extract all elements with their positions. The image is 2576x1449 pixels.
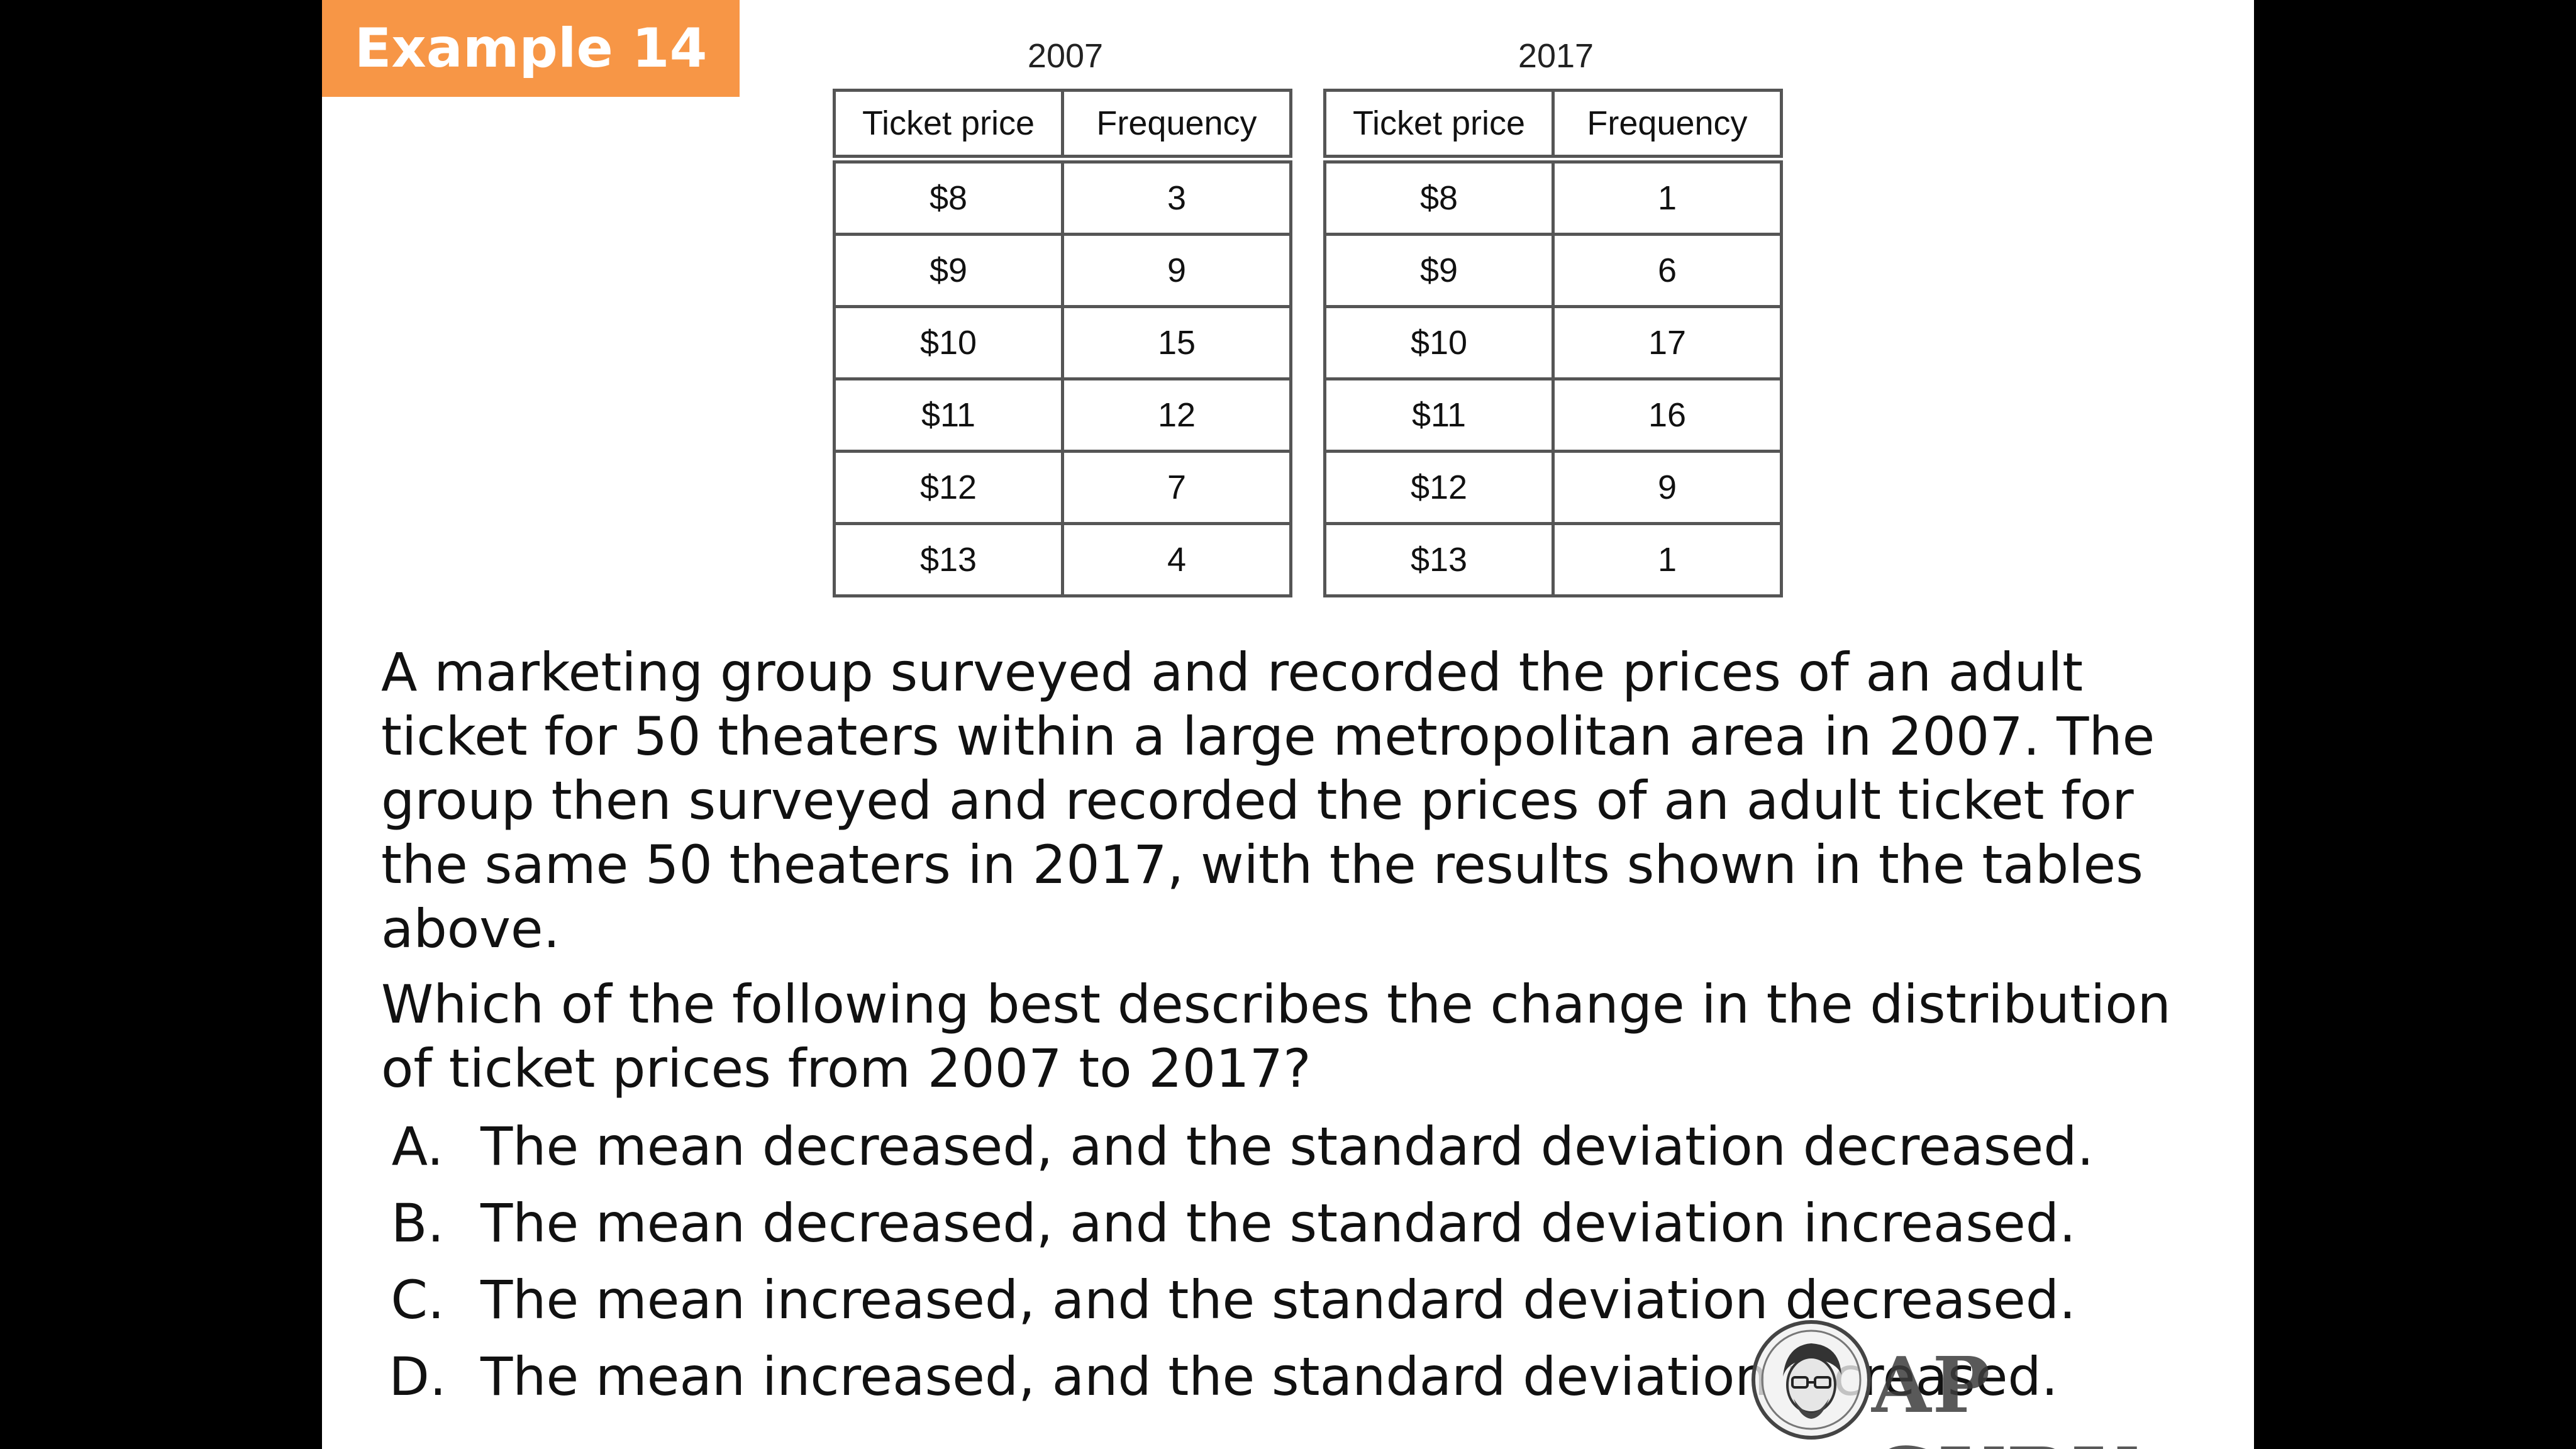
price-cell: $8	[833, 157, 1064, 236]
frequency-cell: 9	[1552, 450, 1783, 525]
table-2017-year: 2017	[1518, 37, 1594, 75]
choice-letter: B.	[391, 1192, 445, 1254]
watermark-text: AP GURU	[1872, 1340, 2138, 1449]
price-cell: $13	[833, 522, 1064, 597]
example-badge: Example 14	[322, 0, 740, 97]
price-cell: $9	[833, 233, 1064, 308]
answer-choice-b[interactable]: B. The mean decreased, and the standard …	[355, 1185, 2229, 1262]
price-cell: $10	[1323, 305, 1555, 380]
table-row: $12 7	[833, 450, 1292, 525]
frequency-cell: 6	[1552, 233, 1783, 308]
table-row: $11 12	[833, 377, 1292, 453]
column-header: Frequency	[1552, 89, 1783, 164]
choice-text: The mean decreased, and the standard dev…	[480, 1116, 2094, 1177]
example-badge-label: Example 14	[354, 17, 708, 80]
frequency-cell: 12	[1061, 377, 1292, 453]
table-row: $13 4	[833, 522, 1292, 597]
table-2007: Ticket price Frequency $8 3 $9 9 $10 15 …	[833, 89, 1292, 597]
frequency-cell: 1	[1552, 157, 1783, 236]
frequency-cell: 9	[1061, 233, 1292, 308]
guru-face-icon	[1752, 1320, 1871, 1440]
price-cell: $9	[1323, 233, 1555, 308]
choice-letter: A.	[391, 1116, 444, 1177]
price-cell: $8	[1323, 157, 1555, 236]
price-cell: $11	[1323, 377, 1555, 453]
frequency-cell: 7	[1061, 450, 1292, 525]
table-row: $9 6	[1323, 233, 1783, 308]
column-header: Ticket price	[1323, 89, 1555, 164]
table-2007-year: 2007	[1027, 37, 1104, 75]
frequency-cell: 4	[1061, 522, 1292, 597]
table-row: $10 15	[833, 305, 1292, 380]
price-cell: $10	[833, 305, 1064, 380]
slide: Example 14 2007 Ticket price Frequency $…	[322, 0, 2254, 1449]
table-row: $8 3	[833, 157, 1292, 236]
price-cell: $13	[1323, 522, 1555, 597]
frequency-cell: 1	[1552, 522, 1783, 597]
answer-choice-a[interactable]: A. The mean decreased, and the standard …	[355, 1108, 2229, 1185]
table-row: $10 17	[1323, 305, 1783, 380]
column-header: Frequency	[1061, 89, 1292, 164]
table-row: $13 1	[1323, 522, 1783, 597]
ap-guru-watermark: AP GURU	[1748, 1317, 2251, 1449]
choice-letter: C.	[391, 1269, 445, 1331]
question-context: A marketing group surveyed and recorded …	[381, 641, 2155, 960]
price-cell: $11	[833, 377, 1064, 453]
frequency-cell: 3	[1061, 157, 1292, 236]
table-row: $9 9	[833, 233, 1292, 308]
frequency-cell: 16	[1552, 377, 1783, 453]
question-prompt: Which of the following best describes th…	[381, 974, 2171, 1099]
choice-letter: D.	[389, 1346, 447, 1407]
table-row: $12 9	[1323, 450, 1783, 525]
answer-choices: A. The mean decreased, and the standard …	[355, 1108, 2229, 1415]
column-header: Ticket price	[833, 89, 1064, 164]
frequency-cell: 15	[1061, 305, 1292, 380]
frequency-cell: 17	[1552, 305, 1783, 380]
price-cell: $12	[833, 450, 1064, 525]
choice-text: The mean decreased, and the standard dev…	[480, 1192, 2076, 1254]
price-cell: $12	[1323, 450, 1555, 525]
table-row: $8 1	[1323, 157, 1783, 236]
table-2017: Ticket price Frequency $8 1 $9 6 $10 17 …	[1323, 89, 1783, 597]
table-row: $11 16	[1323, 377, 1783, 453]
